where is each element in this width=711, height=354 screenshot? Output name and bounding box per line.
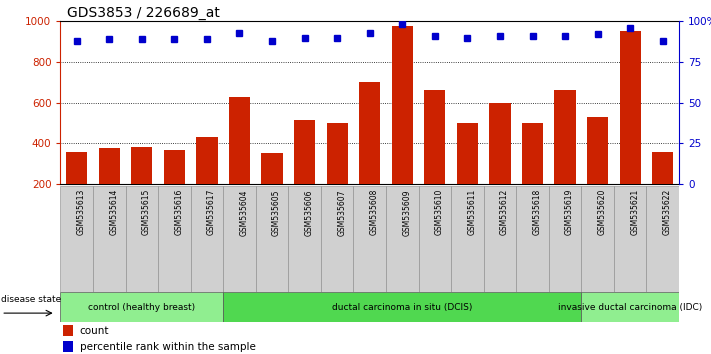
Bar — [359, 82, 380, 184]
Bar — [196, 137, 218, 184]
Text: GSM535611: GSM535611 — [467, 189, 476, 235]
FancyBboxPatch shape — [614, 186, 646, 292]
Text: control (healthy breast): control (healthy breast) — [88, 303, 196, 312]
FancyBboxPatch shape — [289, 186, 321, 292]
Text: GSM535613: GSM535613 — [77, 189, 86, 235]
Bar — [424, 91, 445, 184]
Text: invasive ductal carcinoma (IDC): invasive ductal carcinoma (IDC) — [558, 303, 702, 312]
FancyBboxPatch shape — [223, 292, 582, 322]
Bar — [522, 123, 543, 184]
Text: GSM535617: GSM535617 — [207, 189, 216, 235]
FancyBboxPatch shape — [126, 186, 158, 292]
FancyBboxPatch shape — [582, 292, 679, 322]
Text: GSM535605: GSM535605 — [272, 189, 281, 235]
Bar — [456, 123, 478, 184]
FancyBboxPatch shape — [353, 186, 386, 292]
Text: GDS3853 / 226689_at: GDS3853 / 226689_at — [67, 6, 220, 20]
FancyBboxPatch shape — [60, 186, 93, 292]
FancyBboxPatch shape — [646, 186, 679, 292]
Bar — [619, 32, 641, 184]
FancyBboxPatch shape — [483, 186, 516, 292]
Bar — [63, 341, 73, 353]
Bar — [392, 26, 413, 184]
Bar — [652, 152, 673, 184]
Text: GSM535614: GSM535614 — [109, 189, 118, 235]
Text: GSM535607: GSM535607 — [337, 189, 346, 235]
Bar — [262, 153, 283, 184]
Text: GSM535620: GSM535620 — [598, 189, 606, 235]
Bar — [229, 97, 250, 184]
FancyBboxPatch shape — [451, 186, 483, 292]
FancyBboxPatch shape — [223, 186, 256, 292]
Text: GSM535606: GSM535606 — [304, 189, 314, 235]
FancyBboxPatch shape — [191, 186, 223, 292]
Text: GSM535622: GSM535622 — [663, 189, 672, 235]
Bar — [66, 152, 87, 184]
FancyBboxPatch shape — [582, 186, 614, 292]
Text: GSM535618: GSM535618 — [533, 189, 542, 235]
Bar — [164, 150, 185, 184]
Bar — [489, 103, 510, 184]
Text: disease state: disease state — [1, 295, 61, 304]
Text: GSM535609: GSM535609 — [402, 189, 411, 235]
Text: GSM535619: GSM535619 — [565, 189, 574, 235]
FancyBboxPatch shape — [60, 292, 223, 322]
FancyBboxPatch shape — [256, 186, 289, 292]
Bar — [555, 91, 576, 184]
FancyBboxPatch shape — [386, 186, 419, 292]
Bar — [587, 117, 608, 184]
Text: percentile rank within the sample: percentile rank within the sample — [80, 342, 255, 352]
Bar — [132, 147, 152, 184]
Bar — [99, 148, 120, 184]
Text: count: count — [80, 326, 109, 336]
FancyBboxPatch shape — [516, 186, 549, 292]
FancyBboxPatch shape — [419, 186, 451, 292]
FancyBboxPatch shape — [321, 186, 353, 292]
Bar — [294, 120, 315, 184]
FancyBboxPatch shape — [549, 186, 582, 292]
Text: GSM535610: GSM535610 — [435, 189, 444, 235]
Text: ductal carcinoma in situ (DCIS): ductal carcinoma in situ (DCIS) — [332, 303, 473, 312]
Text: GSM535608: GSM535608 — [370, 189, 379, 235]
Text: GSM535621: GSM535621 — [630, 189, 639, 235]
Text: GSM535604: GSM535604 — [240, 189, 249, 235]
Text: GSM535616: GSM535616 — [174, 189, 183, 235]
Text: GSM535615: GSM535615 — [141, 189, 151, 235]
FancyBboxPatch shape — [93, 186, 126, 292]
Text: GSM535612: GSM535612 — [500, 189, 509, 235]
Bar — [326, 123, 348, 184]
Bar — [63, 325, 73, 336]
FancyBboxPatch shape — [158, 186, 191, 292]
